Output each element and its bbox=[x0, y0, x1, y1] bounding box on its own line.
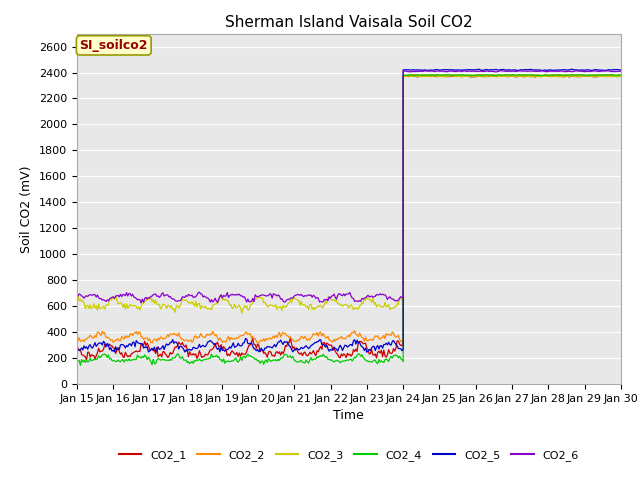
CO2_4 bbox=[127, 357, 135, 363]
CO2_4 bbox=[617, 72, 625, 78]
CO2_3 bbox=[73, 293, 81, 299]
CO2_2 bbox=[253, 340, 261, 346]
Line: CO2_1: CO2_1 bbox=[77, 76, 621, 360]
CO2_1 bbox=[610, 73, 618, 79]
CO2_2 bbox=[225, 334, 232, 339]
CO2_3 bbox=[265, 304, 273, 310]
CO2_6 bbox=[219, 295, 227, 300]
CO2_4 bbox=[204, 356, 212, 362]
CO2_1 bbox=[570, 73, 578, 79]
Line: CO2_5: CO2_5 bbox=[77, 69, 621, 352]
CO2_2 bbox=[573, 72, 580, 78]
CO2_5 bbox=[363, 349, 371, 355]
CO2_1 bbox=[73, 347, 81, 352]
CO2_1 bbox=[265, 349, 273, 355]
CO2_6 bbox=[617, 68, 625, 74]
CO2_1 bbox=[617, 73, 625, 79]
CO2_6 bbox=[573, 68, 580, 74]
CO2_6 bbox=[204, 295, 212, 301]
CO2_1 bbox=[219, 347, 227, 352]
Y-axis label: Soil CO2 (mV): Soil CO2 (mV) bbox=[20, 165, 33, 252]
CO2_5 bbox=[568, 66, 576, 72]
CO2_5 bbox=[126, 341, 134, 347]
CO2_2 bbox=[419, 72, 427, 77]
CO2_4 bbox=[570, 72, 578, 78]
CO2_4 bbox=[607, 72, 615, 77]
Line: CO2_6: CO2_6 bbox=[77, 71, 621, 303]
CO2_2 bbox=[218, 337, 225, 343]
CO2_3 bbox=[617, 73, 625, 79]
CO2_1 bbox=[226, 353, 234, 359]
CO2_5 bbox=[203, 342, 211, 348]
CO2_6 bbox=[265, 293, 273, 299]
CO2_5 bbox=[218, 344, 225, 349]
CO2_1 bbox=[204, 352, 212, 358]
CO2_3 bbox=[225, 298, 232, 304]
Text: SI_soilco2: SI_soilco2 bbox=[79, 39, 148, 52]
CO2_5 bbox=[225, 346, 232, 352]
CO2_6 bbox=[497, 68, 505, 73]
CO2_2 bbox=[126, 331, 134, 337]
Legend: CO2_1, CO2_2, CO2_3, CO2_4, CO2_5, CO2_6: CO2_1, CO2_2, CO2_3, CO2_4, CO2_5, CO2_6 bbox=[115, 445, 583, 466]
CO2_2 bbox=[617, 72, 625, 78]
CO2_5 bbox=[617, 67, 625, 73]
CO2_4 bbox=[73, 357, 81, 362]
CO2_4 bbox=[226, 359, 234, 364]
CO2_3 bbox=[218, 294, 225, 300]
CO2_3 bbox=[203, 306, 211, 312]
CO2_4 bbox=[77, 362, 84, 368]
Line: CO2_3: CO2_3 bbox=[77, 76, 621, 313]
CO2_1 bbox=[83, 357, 90, 363]
CO2_3 bbox=[448, 73, 456, 79]
Line: CO2_4: CO2_4 bbox=[77, 74, 621, 365]
CO2_1 bbox=[127, 351, 135, 357]
CO2_5 bbox=[573, 67, 580, 73]
CO2_2 bbox=[265, 336, 273, 342]
CO2_4 bbox=[219, 359, 227, 365]
CO2_3 bbox=[573, 74, 580, 80]
CO2_5 bbox=[264, 344, 271, 349]
CO2_6 bbox=[126, 291, 134, 297]
CO2_6 bbox=[73, 294, 81, 300]
CO2_5 bbox=[73, 348, 81, 354]
X-axis label: Time: Time bbox=[333, 409, 364, 422]
CO2_3 bbox=[238, 310, 246, 316]
Line: CO2_2: CO2_2 bbox=[77, 74, 621, 343]
CO2_6 bbox=[137, 300, 145, 306]
CO2_4 bbox=[265, 356, 273, 362]
CO2_2 bbox=[203, 331, 211, 337]
CO2_6 bbox=[226, 292, 234, 298]
CO2_2 bbox=[73, 337, 81, 343]
CO2_3 bbox=[126, 301, 134, 307]
Title: Sherman Island Vaisala Soil CO2: Sherman Island Vaisala Soil CO2 bbox=[225, 15, 472, 30]
